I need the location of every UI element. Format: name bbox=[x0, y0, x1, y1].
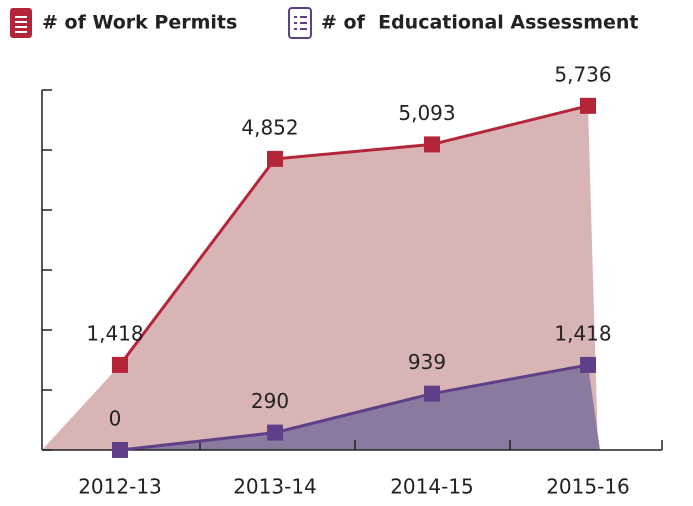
legend-label: # of Educational Assessment bbox=[321, 12, 639, 34]
legend-icon-lines bbox=[15, 16, 27, 33]
x-tick-label: 2012-13 bbox=[78, 475, 162, 499]
marker bbox=[580, 97, 596, 114]
marker bbox=[267, 150, 283, 167]
data-label: 0 bbox=[109, 407, 122, 431]
data-label: 1,418 bbox=[554, 321, 611, 345]
area bbox=[42, 105, 598, 450]
x-tick-label: 2015-16 bbox=[546, 475, 630, 499]
x-tick-label: 2013-14 bbox=[233, 475, 317, 499]
data-label: 5,093 bbox=[398, 101, 455, 125]
area bbox=[42, 364, 600, 450]
marker bbox=[580, 356, 596, 373]
marker bbox=[112, 442, 128, 458]
marker bbox=[424, 136, 440, 153]
line bbox=[118, 104, 589, 366]
data-label: 939 bbox=[408, 350, 446, 374]
data-label: 290 bbox=[251, 389, 289, 413]
legend-icon-lines bbox=[294, 16, 307, 30]
legend: # of Work Permits # of Educational Asses… bbox=[10, 7, 639, 39]
x-tick-label: 2014-15 bbox=[390, 475, 474, 499]
marker bbox=[112, 356, 128, 373]
data-label: 1,418 bbox=[86, 321, 143, 345]
data-label: 4,852 bbox=[241, 115, 298, 139]
legend-label: # of Work Permits bbox=[42, 12, 237, 34]
line bbox=[119, 363, 589, 452]
data-label: 5,736 bbox=[554, 62, 611, 86]
marker bbox=[267, 424, 283, 441]
marker bbox=[424, 385, 440, 402]
